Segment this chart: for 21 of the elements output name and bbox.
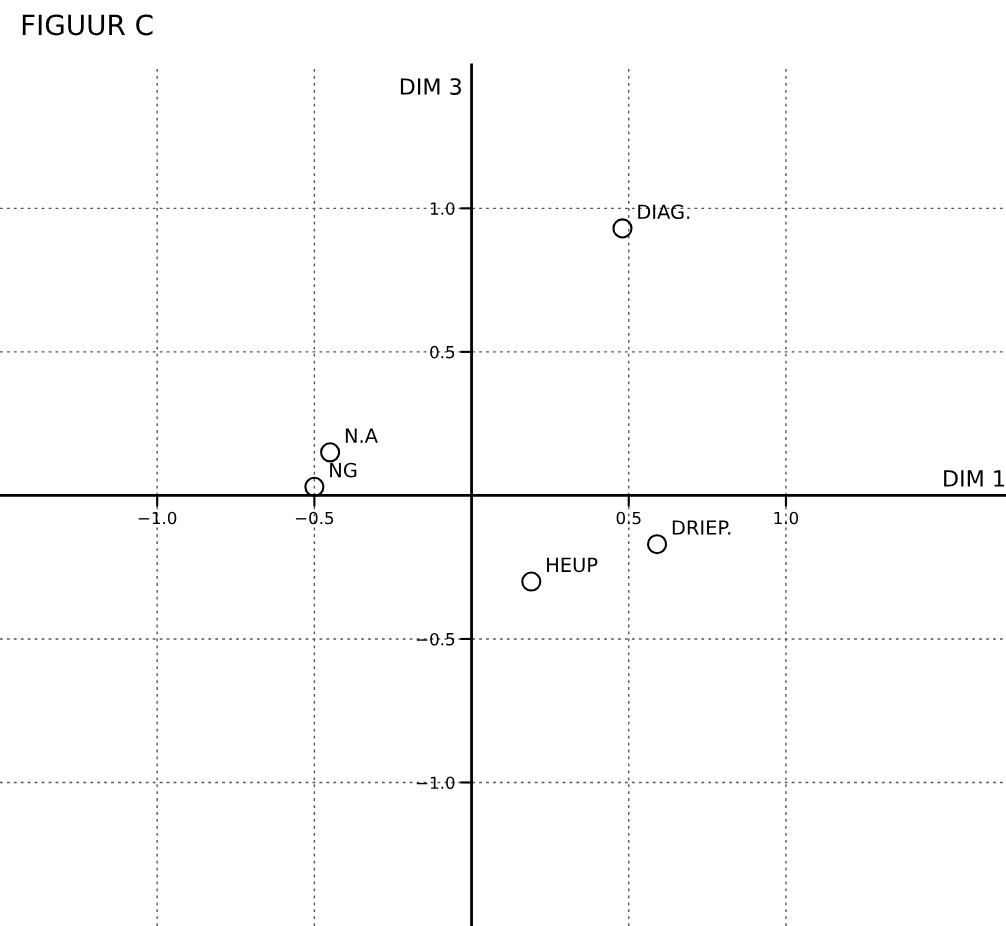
y-tick-label: 0.5 — [430, 345, 455, 359]
x-tick-label: −1.0 — [138, 511, 177, 525]
point — [320, 442, 341, 463]
annotation: NG — [330, 462, 357, 478]
annotation: DIAG. — [638, 204, 690, 220]
annotation: HEUP — [547, 557, 598, 573]
point — [521, 571, 542, 592]
y-tick-label: 1.0 — [430, 202, 455, 215]
x-axis-title: DIM 1 — [944, 470, 1004, 487]
y-tick-label: −0.5 — [416, 632, 455, 646]
point — [612, 218, 633, 239]
x-tick-label: 1.0 — [774, 511, 799, 525]
annotation: DRIEP. — [672, 520, 731, 535]
chart-title: FIGUUR C — [22, 14, 153, 36]
x-tick-label: −0.5 — [295, 511, 334, 525]
point — [646, 534, 668, 555]
point — [304, 476, 325, 497]
x-tick-label: 0.5 — [616, 511, 641, 525]
annotation: N.A — [345, 428, 378, 443]
y-axis-title: DIM 3 — [400, 78, 461, 95]
y-tick-label: −1.0 — [416, 776, 455, 790]
